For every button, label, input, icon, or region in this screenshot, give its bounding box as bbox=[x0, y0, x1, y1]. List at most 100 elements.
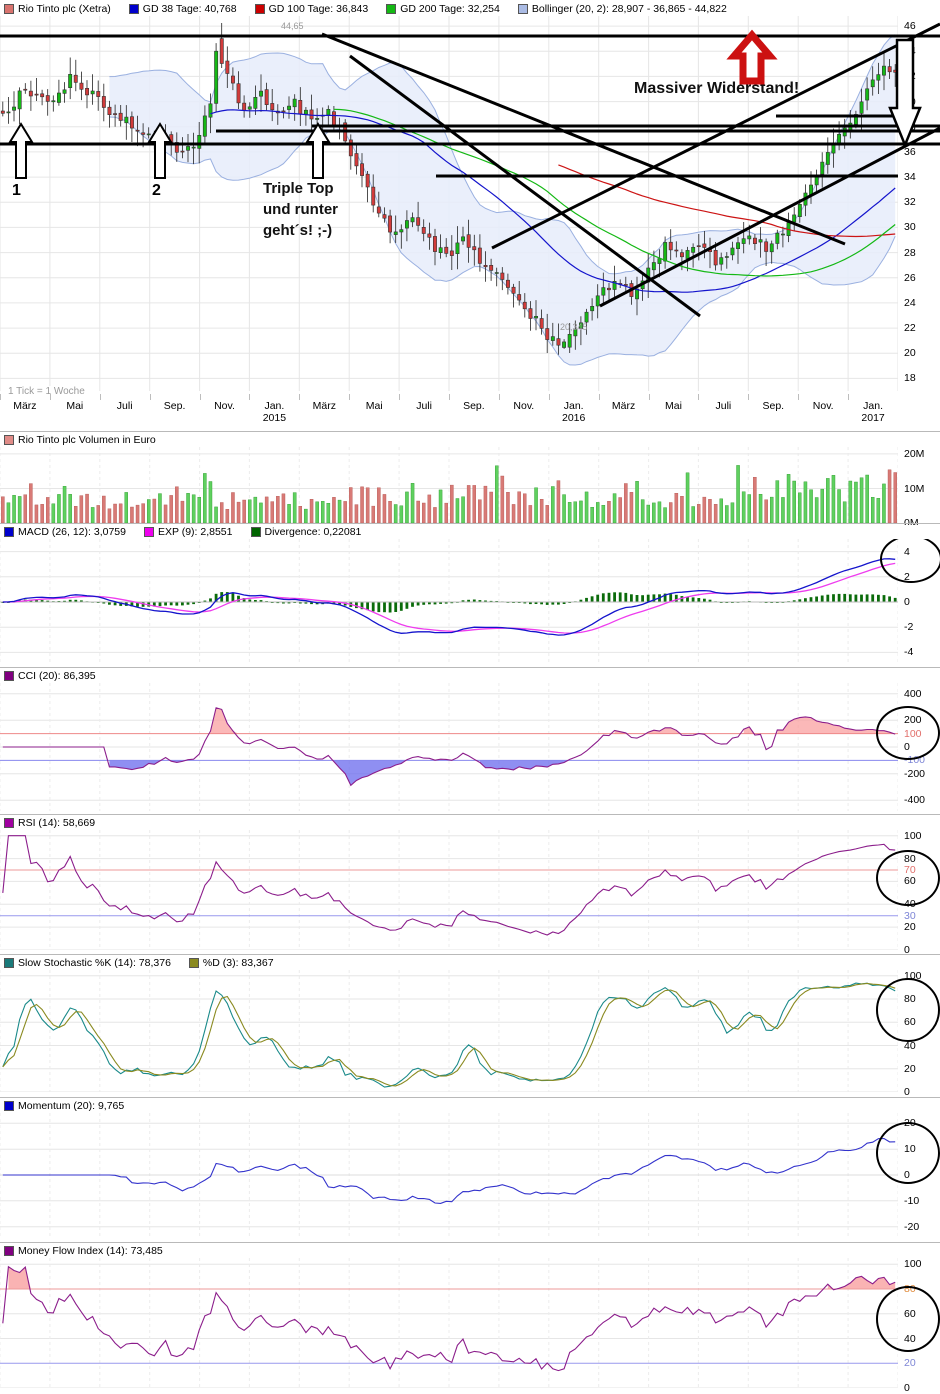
momentum-legend: Momentum (20): 9,765 bbox=[4, 1099, 940, 1113]
axis-tick: 0 bbox=[904, 1382, 910, 1394]
date-tick: März bbox=[611, 400, 636, 412]
axis-tick: 40 bbox=[904, 1039, 916, 1052]
axis-tick: 100 bbox=[904, 1258, 922, 1271]
axis-tick: 0 bbox=[904, 1086, 910, 1098]
legend-swatch-icon bbox=[250, 527, 261, 537]
legend-swatch-icon bbox=[4, 818, 14, 828]
axis-tickmark bbox=[399, 394, 401, 400]
axis-tick: 400 bbox=[904, 687, 922, 700]
date-tick: Mai bbox=[66, 400, 84, 412]
legend-entry-macd-exp: EXP (9): 2,8551 bbox=[143, 526, 233, 538]
legend-entry-mfi: Money Flow Index (14): 73,485 bbox=[4, 1245, 163, 1257]
legend-label: %D (3): 83,367 bbox=[202, 957, 274, 969]
axis-tickmark bbox=[498, 394, 500, 400]
legend-label: Money Flow Index (14): 73,485 bbox=[18, 1245, 163, 1257]
stochastic-panel: 100 80 60 40 20 0 bbox=[0, 970, 940, 1098]
macd-legend: MACD (26, 12): 3,0759 EXP (9): 2,8551 Di… bbox=[4, 525, 940, 539]
axis-tickmark bbox=[149, 394, 151, 400]
axis-tick: 100 bbox=[904, 829, 922, 842]
axis-tickmark bbox=[249, 394, 251, 400]
mfi-highlight-circle bbox=[876, 1286, 940, 1352]
panel-divider bbox=[0, 523, 940, 524]
axis-tick: 10M bbox=[904, 482, 925, 495]
stochastic-chart-svg bbox=[0, 970, 898, 1092]
date-tick: März bbox=[13, 400, 37, 412]
axis-tick: 20M bbox=[904, 447, 925, 460]
axis-tickmark bbox=[199, 394, 201, 400]
date-tick: März bbox=[312, 400, 336, 412]
momentum-plot-area bbox=[0, 1113, 898, 1237]
panel-divider bbox=[0, 814, 940, 815]
cci-plot-area bbox=[0, 683, 898, 811]
stochastic-highlight-circle bbox=[876, 978, 940, 1042]
panel-divider bbox=[0, 667, 940, 668]
date-tick: Mai bbox=[365, 400, 383, 412]
price-tick: 30 bbox=[904, 221, 916, 234]
annotation-triple-top-line3: geht´s! ;-) bbox=[263, 222, 333, 239]
panel-divider bbox=[0, 1097, 940, 1098]
legend-entry-cci: CCI (20): 86,395 bbox=[4, 670, 96, 682]
legend-swatch-icon bbox=[4, 1101, 14, 1111]
price-tick: 46 bbox=[904, 20, 916, 33]
axis-tickmark bbox=[449, 394, 450, 400]
date-tick: Sep. bbox=[163, 400, 186, 412]
rsi-plot-area bbox=[0, 830, 898, 950]
legend-label: GD 100 Tage: 36,843 bbox=[268, 3, 369, 15]
cci-legend: CCI (20): 86,395 bbox=[4, 669, 940, 683]
axis-tick: -2 bbox=[904, 621, 914, 634]
annotation-marker-1: 1 bbox=[12, 182, 21, 199]
price-tick: 20 bbox=[904, 347, 916, 360]
annotation-arrow-up-red-icon bbox=[726, 29, 778, 85]
low-price-label: 20,345 bbox=[560, 322, 588, 332]
legend-swatch-icon bbox=[4, 435, 14, 445]
axis-tickmark bbox=[99, 394, 101, 400]
legend-entry-gd200: GD 200 Tage: 32,254 bbox=[386, 3, 500, 15]
legend-entry-momentum: Momentum (20): 9,765 bbox=[4, 1100, 124, 1112]
price-tick: 22 bbox=[904, 322, 916, 335]
annotation-triple-top-line2: und runter bbox=[263, 201, 338, 218]
axis-tick: 20 bbox=[904, 921, 916, 934]
date-tick: Jan. 2015 bbox=[262, 400, 287, 424]
price-panel: 464442403836343230282624222018 bbox=[0, 16, 940, 391]
date-tick: Juli bbox=[116, 400, 133, 412]
main-chart-legend: Rio Tinto plc (Xetra) GD 38 Tage: 40,768… bbox=[4, 2, 940, 16]
stochastic-plot-area bbox=[0, 970, 898, 1092]
volume-panel: 20M10M0M bbox=[0, 447, 940, 529]
date-tick: Jan. 2016 bbox=[562, 400, 586, 424]
date-tick: Nov. bbox=[513, 400, 535, 412]
axis-tick: 20 bbox=[904, 1062, 916, 1075]
axis-tick-threshold: 30 bbox=[904, 909, 916, 922]
axis-tickmark bbox=[349, 394, 351, 400]
stochastic-legend: Slow Stochastic %K (14): 78,376 %D (3): … bbox=[4, 956, 940, 970]
panel-divider bbox=[0, 954, 940, 955]
mfi-plot-area bbox=[0, 1258, 898, 1388]
legend-label: MACD (26, 12): 3,0759 bbox=[18, 526, 126, 538]
legend-entry-gd100: GD 100 Tage: 36,843 bbox=[254, 3, 369, 15]
axis-tick: -10 bbox=[904, 1194, 920, 1207]
axis-tick: 0 bbox=[904, 596, 910, 608]
axis-tickmark bbox=[49, 394, 51, 400]
annotation-marker-2: 2 bbox=[152, 182, 161, 199]
annotation-massiver-widerstand: Massiver Widerstand! bbox=[634, 80, 800, 97]
legend-swatch-icon bbox=[4, 1246, 14, 1256]
axis-tickmark bbox=[548, 394, 550, 400]
axis-tick: -20 bbox=[904, 1220, 920, 1233]
axis-tick: -400 bbox=[904, 794, 926, 807]
cci-panel: 400 200 0 -200 -400 100 -100 bbox=[0, 683, 940, 811]
legend-swatch-icon bbox=[254, 4, 265, 14]
legend-entry-price: Rio Tinto plc (Xetra) bbox=[4, 3, 111, 15]
date-tick: Sep. bbox=[762, 400, 785, 412]
price-tick: 26 bbox=[904, 271, 916, 284]
legend-label: RSI (14): 58,669 bbox=[18, 817, 96, 829]
rsi-legend: RSI (14): 58,669 bbox=[4, 816, 940, 830]
date-tick: Nov. bbox=[812, 400, 834, 412]
axis-tickmark bbox=[798, 394, 800, 400]
axis-tickmark bbox=[0, 394, 1, 400]
legend-swatch-icon bbox=[4, 958, 14, 968]
legend-entry-macd-divergence: Divergence: 0,22081 bbox=[250, 526, 361, 538]
axis-tick: 0 bbox=[904, 944, 910, 956]
rsi-chart-svg bbox=[0, 830, 898, 950]
date-tick: Juli bbox=[416, 400, 432, 412]
axis-tick-threshold: 20 bbox=[904, 1357, 916, 1370]
legend-label: Momentum (20): 9,765 bbox=[18, 1100, 125, 1112]
